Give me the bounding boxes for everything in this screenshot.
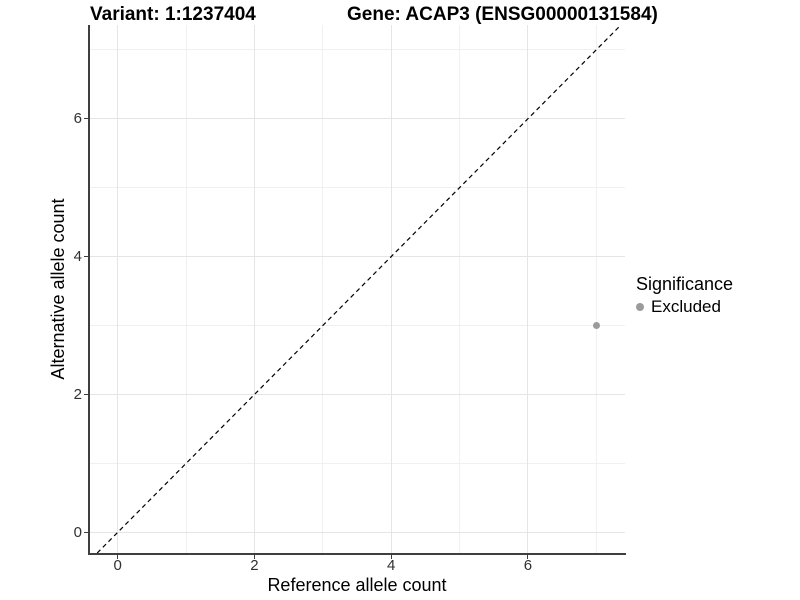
gridline-y-major	[89, 531, 625, 533]
y-tick-mark	[83, 256, 88, 258]
gridline-x-major	[527, 25, 529, 553]
plot-title-variant: Variant: 1:1237404	[90, 4, 256, 25]
x-tick-mark	[253, 554, 255, 559]
gridline-y-major	[89, 256, 625, 258]
plot-title-gene: Gene: ACAP3 (ENSG00000131584)	[347, 4, 658, 25]
y-tick-label: 4	[73, 248, 82, 266]
x-tick-label: 0	[113, 557, 122, 574]
x-tick-mark	[390, 554, 392, 559]
gridline-y-minor	[89, 325, 625, 327]
gridline-y-minor	[89, 462, 625, 464]
plot-panel	[89, 25, 625, 553]
legend-key-dot	[636, 303, 644, 311]
gridline-x-minor	[595, 25, 597, 553]
y-tick-mark	[83, 531, 88, 533]
gridline-x-major	[117, 25, 119, 553]
gridline-y-major	[89, 118, 625, 120]
x-tick-label: 2	[250, 557, 259, 574]
x-tick-label: 4	[387, 557, 396, 574]
x-axis-title: Reference allele count	[267, 575, 447, 595]
y-tick-label: 6	[73, 110, 82, 128]
data-point	[592, 322, 600, 330]
gridline-x-minor	[322, 25, 324, 553]
x-tick-label: 6	[523, 557, 533, 574]
gridline-y-minor	[89, 49, 625, 51]
x-axis-line	[88, 553, 626, 555]
gridline-x-minor	[185, 25, 187, 553]
gridline-y-minor	[89, 187, 625, 189]
y-tick-mark	[83, 393, 88, 395]
gridline-y-major	[89, 393, 625, 395]
y-tick-mark	[83, 118, 88, 120]
y-tick-label: 0	[73, 523, 82, 541]
gridline-x-minor	[459, 25, 461, 553]
legend-item-label: Excluded	[651, 297, 721, 316]
legend: Significance Excluded	[636, 274, 733, 317]
x-tick-mark	[117, 554, 119, 559]
gridline-x-major	[390, 25, 392, 553]
identity-line	[96, 25, 622, 553]
legend-item-excluded: Excluded	[636, 297, 733, 317]
legend-title: Significance	[636, 274, 734, 294]
gridline-x-major	[253, 25, 255, 553]
y-axis-line	[88, 25, 90, 555]
x-tick-mark	[527, 554, 529, 559]
identity-line-svg	[96, 25, 622, 553]
y-tick-label: 2	[73, 385, 82, 403]
